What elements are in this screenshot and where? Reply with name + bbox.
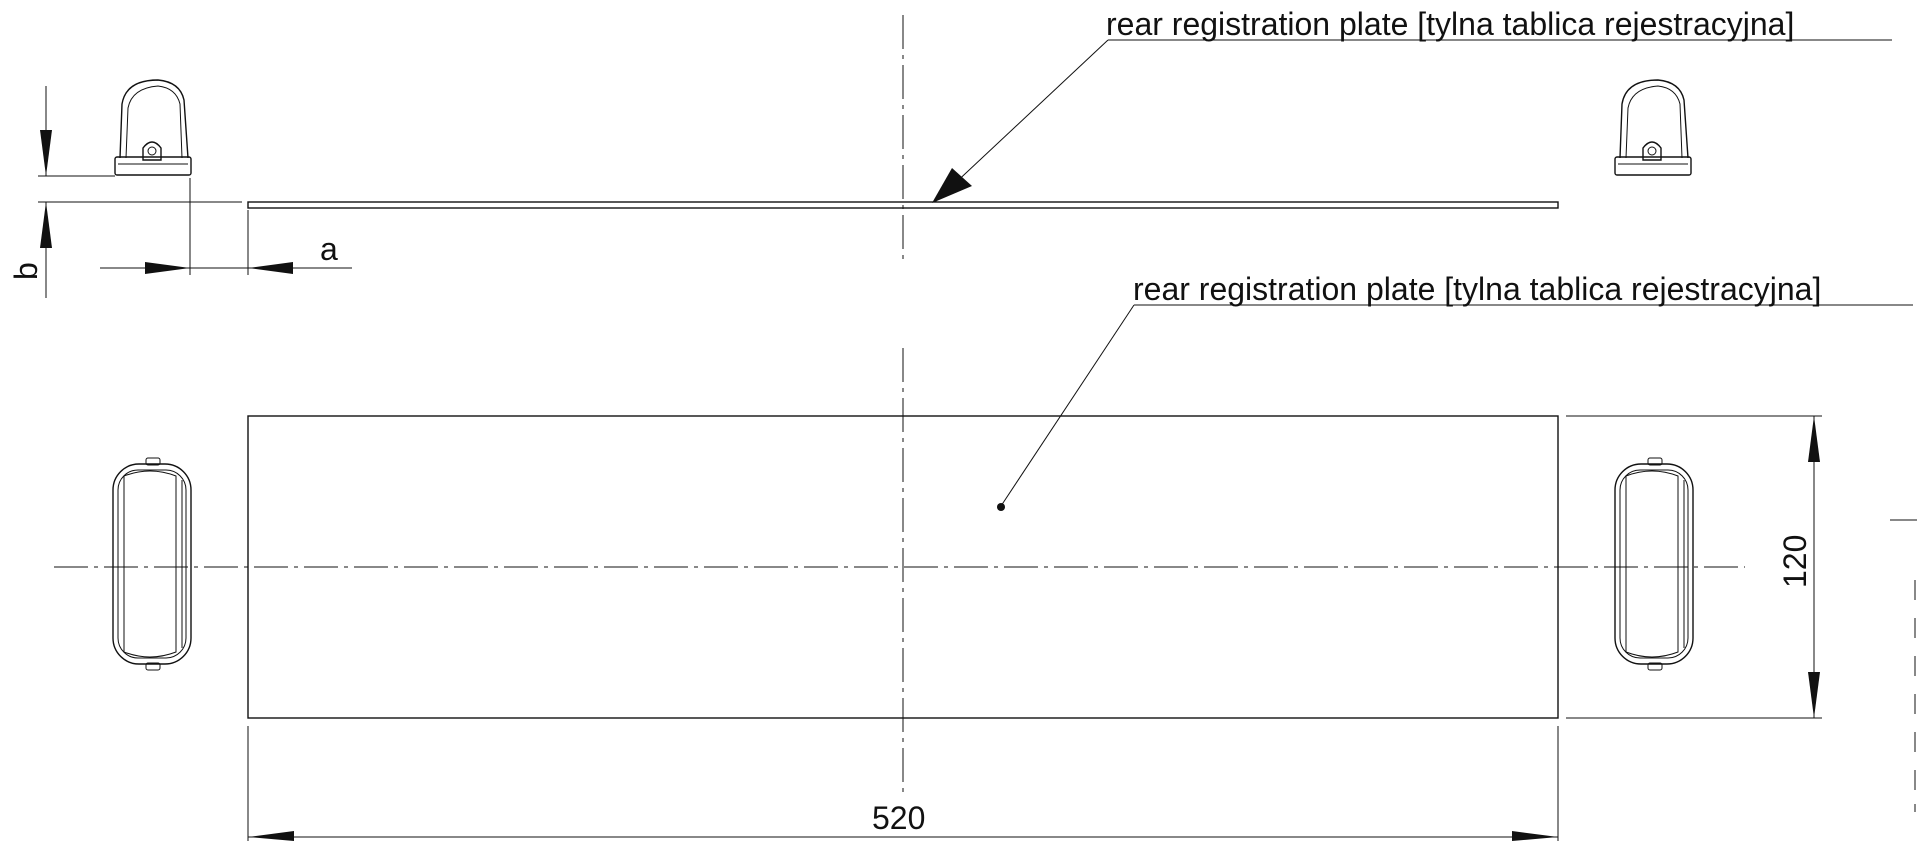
dimension-b-label: b <box>8 262 44 280</box>
plate-side-view-label: rear registration plate [tylna tablica r… <box>1106 6 1794 42</box>
plate-top-view-label: rear registration plate [tylna tablica r… <box>1133 271 1821 307</box>
dimension-width-label: 520 <box>872 800 925 836</box>
dimension-width: 520 <box>247 726 1559 841</box>
lamp-right-top-view <box>1614 457 1694 671</box>
dimension-height-label: 120 <box>1777 535 1813 588</box>
edge-fragment-right <box>1890 519 1917 812</box>
plate-side-profile <box>247 201 1559 209</box>
lamp-left-side-view <box>114 79 192 176</box>
dimension-a: a <box>100 178 352 275</box>
dimension-a-label: a <box>320 231 338 267</box>
plate-outline <box>247 415 1559 719</box>
dimension-b: b <box>8 86 242 298</box>
side-view: b a rear registration plate [tylna tabli… <box>8 6 1892 298</box>
lamp-right-side-view <box>1614 79 1692 176</box>
top-view: rear registration plate [tylna tablica r… <box>54 271 1917 841</box>
leader-side-view: rear registration plate [tylna tablica r… <box>932 6 1892 203</box>
leader-top-view: rear registration plate [tylna tablica r… <box>997 271 1913 511</box>
dimension-height: 120 <box>1566 415 1822 719</box>
lamp-left-top-view <box>112 457 192 671</box>
